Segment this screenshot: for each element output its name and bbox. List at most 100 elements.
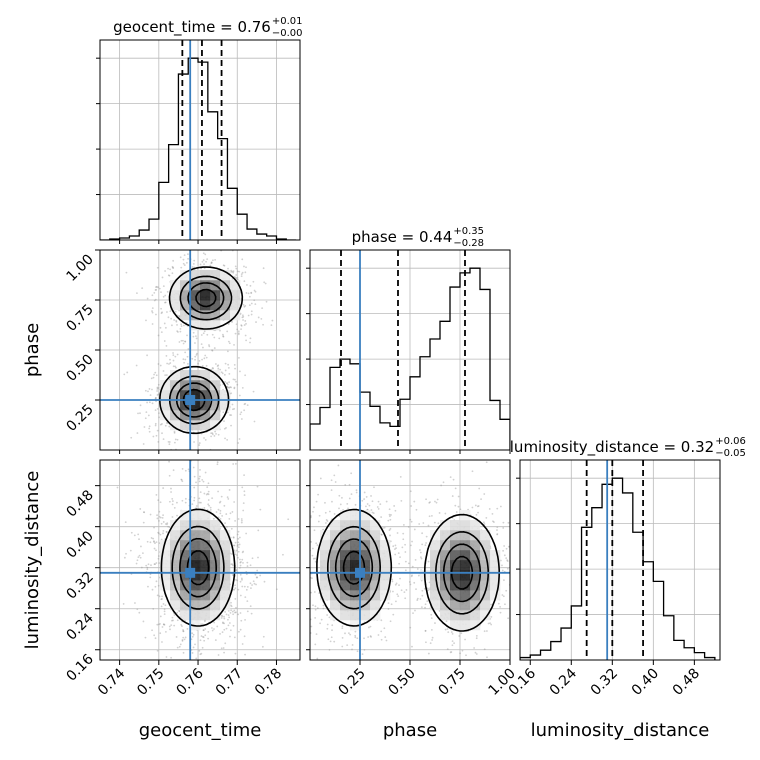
scatter-point <box>256 569 259 572</box>
scatter-point <box>182 339 184 342</box>
density-cell <box>230 290 241 301</box>
density-cell <box>480 570 491 581</box>
density-cell <box>350 590 361 601</box>
scatter-point <box>176 501 178 504</box>
density-cell <box>330 550 341 561</box>
scatter-point <box>195 335 197 337</box>
density-cell <box>470 540 481 551</box>
scatter-point <box>416 599 419 601</box>
density-cell <box>170 280 181 291</box>
title-luminosity_distance: luminosity_distance = 0.32 +0.06−0.05 <box>510 436 746 459</box>
density-cell <box>220 550 231 561</box>
scatter-point <box>203 437 205 439</box>
scatter-point <box>187 468 190 471</box>
scatter-point <box>220 371 223 374</box>
scatter-point <box>158 416 161 419</box>
density-cell <box>200 570 211 581</box>
density-cell <box>340 590 351 601</box>
title-sup: +0.01 <box>272 16 303 27</box>
scatter-point <box>235 323 238 326</box>
scatter-point <box>396 532 399 534</box>
density-cell <box>360 530 371 541</box>
scatter-point <box>161 595 163 598</box>
density-cell <box>210 520 221 531</box>
density-cell <box>380 580 391 591</box>
scatter-point <box>226 330 229 333</box>
scatter-point <box>411 574 413 577</box>
density-cell <box>480 540 491 551</box>
scatter-point <box>202 252 205 255</box>
title-sup: +0.35 <box>453 226 484 237</box>
scatter-point <box>452 478 455 481</box>
density-cell <box>340 610 351 621</box>
scatter-point <box>437 522 440 525</box>
scatter-point <box>158 287 161 290</box>
scatter-point <box>227 609 230 612</box>
scatter-point <box>151 402 154 405</box>
scatter-point <box>153 547 156 550</box>
density-cell <box>210 580 221 591</box>
scatter-point <box>454 487 457 490</box>
scatter-point <box>451 640 454 643</box>
scatter-point <box>222 621 224 624</box>
scatter-point <box>198 444 201 446</box>
scatter-point <box>410 544 412 547</box>
scatter-point <box>398 584 400 587</box>
scatter-point <box>158 510 161 513</box>
x-axis-label-geocent_time: geocent_time <box>139 720 262 741</box>
scatter-point <box>173 319 176 321</box>
scatter-point <box>287 518 290 521</box>
scatter-point <box>471 506 474 509</box>
scatter-point <box>348 497 351 500</box>
scatter-point <box>310 625 313 628</box>
scatter-point <box>511 570 513 572</box>
scatter-point <box>163 610 166 613</box>
density-cell <box>160 540 171 551</box>
scatter-point <box>228 381 230 384</box>
scatter-point <box>154 585 157 588</box>
scatter-point <box>354 634 357 637</box>
scatter-point <box>226 382 228 385</box>
scatter-point <box>516 588 518 590</box>
scatter-point <box>410 520 413 523</box>
scatter-point <box>346 502 349 505</box>
scatter-point <box>242 303 245 306</box>
scatter-point <box>168 363 170 365</box>
scatter-point <box>176 619 179 622</box>
scatter-point <box>151 310 153 312</box>
scatter-point <box>356 650 359 653</box>
scatter-point <box>392 590 394 593</box>
scatter-point <box>236 328 239 331</box>
scatter-point <box>314 557 316 560</box>
scatter-point <box>314 605 317 608</box>
density-cell <box>370 550 381 561</box>
scatter-point <box>328 648 331 651</box>
scatter-point <box>145 411 148 413</box>
scatter-point <box>172 354 175 357</box>
scatter-point <box>227 323 230 326</box>
density-cell <box>190 370 201 381</box>
density-cell <box>190 550 201 561</box>
scatter-point <box>157 363 160 365</box>
scatter-point <box>192 633 195 636</box>
scatter-point <box>166 452 168 454</box>
scatter-point <box>256 576 259 579</box>
scatter-point <box>554 541 556 543</box>
scatter-point <box>203 492 206 495</box>
scatter-point <box>147 390 149 393</box>
scatter-point <box>254 303 257 306</box>
scatter-point <box>175 636 178 638</box>
y-axis-label-luminosity_distance: luminosity_distance <box>22 471 43 650</box>
scatter-point <box>204 471 207 474</box>
scatter-point <box>234 332 237 335</box>
scatter-point <box>211 497 214 500</box>
density-cell <box>230 280 241 291</box>
density-cell <box>460 570 471 581</box>
scatter-point <box>476 505 479 508</box>
scatter-point <box>202 259 205 261</box>
scatter-point <box>291 562 293 564</box>
scatter-point <box>234 265 237 268</box>
density-cell <box>450 530 461 541</box>
scatter-point <box>390 514 392 516</box>
scatter-point <box>184 351 187 354</box>
